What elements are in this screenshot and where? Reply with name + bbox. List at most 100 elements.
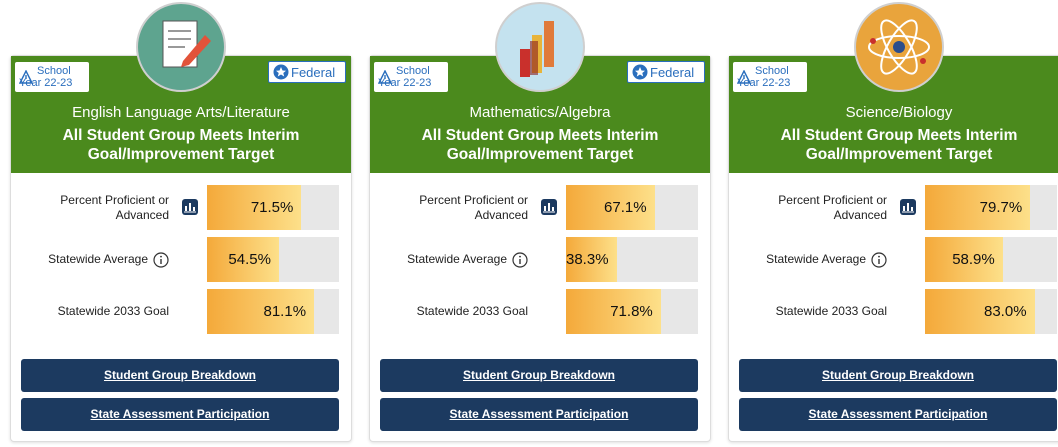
metric-row: Statewide 2033 Goal 83.0% bbox=[729, 289, 1058, 334]
bar-track: 54.5% bbox=[207, 237, 339, 282]
card: School Year 22-23 Federal Mathematics/Algeb… bbox=[369, 2, 711, 442]
metric-label: Percent Proficient or Advanced bbox=[419, 185, 528, 230]
bar-value: 71.8% bbox=[610, 303, 653, 320]
bar-value: 79.7% bbox=[979, 199, 1023, 216]
federal-text: Federal bbox=[650, 65, 695, 80]
bar-fill: 81.1% bbox=[207, 289, 315, 334]
bar-value: 67.1% bbox=[604, 199, 647, 216]
school-badge: School Year 22-23 bbox=[733, 62, 807, 92]
info-icon[interactable] bbox=[512, 251, 528, 268]
metric-label-text: Statewide 2033 Goal bbox=[417, 304, 528, 319]
subject: Mathematics/Algebra bbox=[469, 104, 611, 121]
chart-icon bbox=[182, 199, 198, 215]
bar-fill: 67.1% bbox=[566, 185, 655, 230]
federal-badge: Federal bbox=[627, 61, 705, 83]
button[interactable]: State Assessment Participation bbox=[739, 398, 1057, 431]
metric-label-line: Advanced bbox=[115, 207, 169, 222]
subject-icon bbox=[495, 2, 585, 92]
metric-row: Percent Proficient or Advanced 79.7% bbox=[729, 185, 1058, 230]
bar-value: 81.1% bbox=[263, 303, 307, 320]
metric-label-line: Statewide Average bbox=[766, 252, 866, 266]
info-icon[interactable] bbox=[871, 251, 887, 268]
bar-value: 38.3% bbox=[566, 251, 609, 268]
button[interactable]: Student Group Breakdown bbox=[380, 359, 698, 392]
metric-label-text: Statewide 2033 Goal bbox=[58, 304, 169, 319]
metric-label-line: Advanced bbox=[474, 207, 528, 222]
info-icon[interactable] bbox=[153, 251, 169, 268]
button[interactable]: State Assessment Participation bbox=[380, 398, 698, 431]
metric-row: Statewide 2033 Goal 81.1% bbox=[11, 289, 351, 334]
bar-track: 58.9% bbox=[925, 237, 1057, 282]
status: All Student Group Meets Interim Goal/Impr… bbox=[11, 126, 351, 164]
bar-fill: 79.7% bbox=[925, 185, 1031, 230]
school-badge-text: School bbox=[37, 65, 71, 77]
subject-icon bbox=[136, 2, 226, 92]
card: School Year 22-23 Science/Biology All Stude… bbox=[728, 2, 1058, 442]
metric-label-text: Percent Proficient or Advanced bbox=[778, 193, 887, 223]
metric-label-line: Percent Proficient or bbox=[60, 192, 169, 207]
metric-label-line: Statewide Average bbox=[407, 252, 507, 266]
subject: English Language Arts/Literature bbox=[72, 104, 290, 121]
school-badge: School Year 22-23 bbox=[15, 62, 89, 92]
metric-label: Statewide 2033 Goal bbox=[417, 289, 528, 334]
status: All Student Group Meets Interim Goal/Impr… bbox=[729, 126, 1058, 164]
status: All Student Group Meets Interim Goal/Impr… bbox=[370, 126, 710, 164]
metric-row: Statewide Average 38.3% bbox=[370, 237, 710, 282]
metric-label: Statewide Average bbox=[48, 237, 169, 282]
bar-track: 38.3% bbox=[566, 237, 698, 282]
school-badge-text: Year 22-23 bbox=[19, 77, 73, 89]
warning-icon bbox=[19, 70, 33, 84]
metric-label-text: Statewide Average bbox=[766, 252, 866, 267]
status-line: All Student Group Meets Interim bbox=[421, 127, 659, 144]
metric-label-text: Statewide Average bbox=[407, 252, 507, 267]
school-badge-text: Year 22-23 bbox=[737, 77, 791, 89]
status-line: Goal/Improvement Target bbox=[805, 146, 993, 163]
status-line: All Student Group Meets Interim bbox=[62, 127, 300, 144]
bar-fill: 71.8% bbox=[566, 289, 661, 334]
federal-text: Federal bbox=[291, 65, 336, 80]
bar-value: 58.9% bbox=[952, 251, 995, 268]
bar-track: 67.1% bbox=[566, 185, 698, 230]
bar-value: 71.5% bbox=[250, 199, 294, 216]
metric-label-text: Percent Proficient or Advanced bbox=[419, 193, 528, 223]
metric-label-line: Statewide 2033 Goal bbox=[416, 304, 528, 318]
metric-row: Percent Proficient or Advanced 71.5% bbox=[11, 185, 351, 230]
school-badge-text: Year 22-23 bbox=[378, 77, 432, 89]
bar-value: 54.5% bbox=[228, 251, 271, 268]
bar-track: 71.8% bbox=[566, 289, 698, 334]
bar-value: 83.0% bbox=[984, 303, 1027, 320]
bar-fill: 71.5% bbox=[207, 185, 302, 230]
star-icon bbox=[273, 64, 289, 80]
button[interactable]: Student Group Breakdown bbox=[739, 359, 1057, 392]
status-line: Goal/Improvement Target bbox=[446, 146, 634, 163]
subject: Science/Biology bbox=[845, 104, 953, 121]
metric-label-line: Statewide 2033 Goal bbox=[57, 304, 169, 318]
bar-track: 71.5% bbox=[207, 185, 339, 230]
warning-icon bbox=[737, 70, 751, 84]
chart-icon bbox=[541, 199, 557, 215]
status-line: All Student Group Meets Interim bbox=[780, 127, 1018, 144]
metric-label-line: Percent Proficient or bbox=[419, 192, 528, 207]
school-badge-text: School bbox=[755, 65, 789, 77]
bar-track: 81.1% bbox=[207, 289, 339, 334]
chart-icon bbox=[900, 199, 916, 215]
subject-icon bbox=[854, 2, 944, 92]
star-icon bbox=[632, 64, 648, 80]
metric-label: Statewide 2033 Goal bbox=[776, 289, 887, 334]
federal-badge: Federal bbox=[268, 61, 346, 83]
metric-label-line: Advanced bbox=[833, 207, 887, 222]
metric-label: Percent Proficient or Advanced bbox=[778, 185, 887, 230]
metric-label: Statewide Average bbox=[766, 237, 887, 282]
metric-label-text: Statewide 2033 Goal bbox=[776, 304, 887, 319]
metric-row: Percent Proficient or Advanced 67.1% bbox=[370, 185, 710, 230]
bar-fill: 83.0% bbox=[925, 289, 1035, 334]
metric-row: Statewide 2033 Goal 71.8% bbox=[370, 289, 710, 334]
bar-track: 79.7% bbox=[925, 185, 1057, 230]
metric-label: Statewide 2033 Goal bbox=[58, 289, 169, 334]
button[interactable]: State Assessment Participation bbox=[21, 398, 339, 431]
bar-fill: 54.5% bbox=[207, 237, 279, 282]
metric-label-line: Statewide 2033 Goal bbox=[775, 304, 887, 318]
school-badge: School Year 22-23 bbox=[374, 62, 448, 92]
button[interactable]: Student Group Breakdown bbox=[21, 359, 339, 392]
